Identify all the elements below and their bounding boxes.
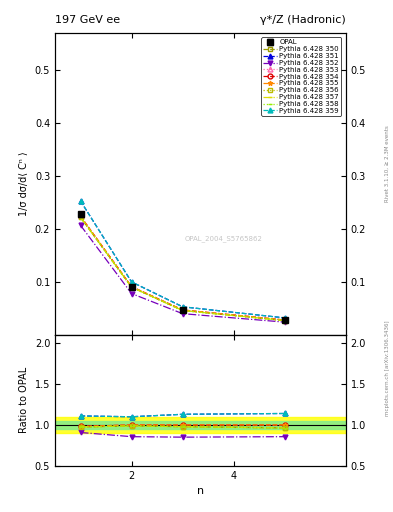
Pythia 6.428 351 — [78, 198, 83, 204]
Pythia 6.428 355 — [180, 307, 185, 313]
Y-axis label: Ratio to OPAL: Ratio to OPAL — [19, 367, 29, 434]
Pythia 6.428 358 — [180, 307, 185, 313]
Pythia 6.428 354 — [129, 284, 134, 290]
Pythia 6.428 359 — [78, 198, 83, 204]
Y-axis label: 1/σ dσ/d⟨ Cⁿ ⟩: 1/σ dσ/d⟨ Cⁿ ⟩ — [19, 152, 29, 217]
Pythia 6.428 356 — [180, 307, 185, 313]
Pythia 6.428 354 — [282, 317, 287, 323]
Pythia 6.428 358 — [129, 284, 134, 290]
X-axis label: n: n — [197, 486, 204, 496]
Pythia 6.428 352 — [282, 319, 287, 325]
Line: Pythia 6.428 359: Pythia 6.428 359 — [78, 199, 287, 321]
Pythia 6.428 350 — [180, 307, 185, 313]
Pythia 6.428 352 — [129, 290, 134, 296]
Pythia 6.428 358 — [78, 215, 83, 221]
Pythia 6.428 354 — [180, 307, 185, 313]
Pythia 6.428 350 — [129, 284, 134, 290]
Pythia 6.428 359 — [180, 304, 185, 310]
Line: Pythia 6.428 358: Pythia 6.428 358 — [78, 215, 287, 323]
Pythia 6.428 352 — [180, 311, 185, 317]
Text: mcplots.cern.ch [arXiv:1306.3436]: mcplots.cern.ch [arXiv:1306.3436] — [385, 321, 390, 416]
Pythia 6.428 351 — [282, 315, 287, 321]
Pythia 6.428 353 — [180, 307, 185, 313]
Pythia 6.428 357 — [282, 317, 287, 324]
Pythia 6.428 357 — [78, 215, 83, 221]
Pythia 6.428 358 — [282, 317, 287, 324]
Bar — [55, 417, 346, 433]
Line: Pythia 6.428 354: Pythia 6.428 354 — [78, 214, 287, 323]
Pythia 6.428 355 — [282, 317, 287, 323]
Line: Pythia 6.428 357: Pythia 6.428 357 — [78, 215, 287, 323]
Pythia 6.428 352 — [78, 222, 83, 228]
Line: Pythia 6.428 351: Pythia 6.428 351 — [78, 199, 287, 321]
Text: γ*/Z (Hadronic): γ*/Z (Hadronic) — [260, 14, 346, 25]
Pythia 6.428 354 — [78, 213, 83, 219]
Line: Pythia 6.428 356: Pythia 6.428 356 — [78, 215, 287, 323]
Pythia 6.428 356 — [282, 317, 287, 324]
Line: Pythia 6.428 355: Pythia 6.428 355 — [78, 214, 287, 323]
Line: Pythia 6.428 353: Pythia 6.428 353 — [78, 214, 287, 323]
Pythia 6.428 351 — [180, 304, 185, 310]
Pythia 6.428 350 — [282, 317, 287, 324]
Bar — [55, 421, 346, 429]
Line: Pythia 6.428 350: Pythia 6.428 350 — [78, 215, 287, 323]
Pythia 6.428 351 — [129, 279, 134, 285]
Pythia 6.428 356 — [129, 284, 134, 290]
Pythia 6.428 353 — [282, 317, 287, 323]
Legend: OPAL, Pythia 6.428 350, Pythia 6.428 351, Pythia 6.428 352, Pythia 6.428 353, Py: OPAL, Pythia 6.428 350, Pythia 6.428 351… — [261, 37, 341, 116]
Pythia 6.428 353 — [129, 284, 134, 290]
Text: 197 GeV ee: 197 GeV ee — [55, 14, 120, 25]
Pythia 6.428 359 — [129, 279, 134, 285]
Text: OPAL_2004_S5765862: OPAL_2004_S5765862 — [185, 235, 263, 242]
Pythia 6.428 357 — [129, 284, 134, 290]
Pythia 6.428 359 — [282, 315, 287, 321]
Pythia 6.428 350 — [78, 215, 83, 221]
Pythia 6.428 353 — [78, 213, 83, 219]
Line: Pythia 6.428 352: Pythia 6.428 352 — [78, 223, 287, 325]
Text: Rivet 3.1.10, ≥ 2.3M events: Rivet 3.1.10, ≥ 2.3M events — [385, 125, 390, 202]
Pythia 6.428 357 — [180, 307, 185, 313]
Pythia 6.428 356 — [78, 215, 83, 221]
Pythia 6.428 355 — [78, 213, 83, 219]
Pythia 6.428 355 — [129, 284, 134, 290]
